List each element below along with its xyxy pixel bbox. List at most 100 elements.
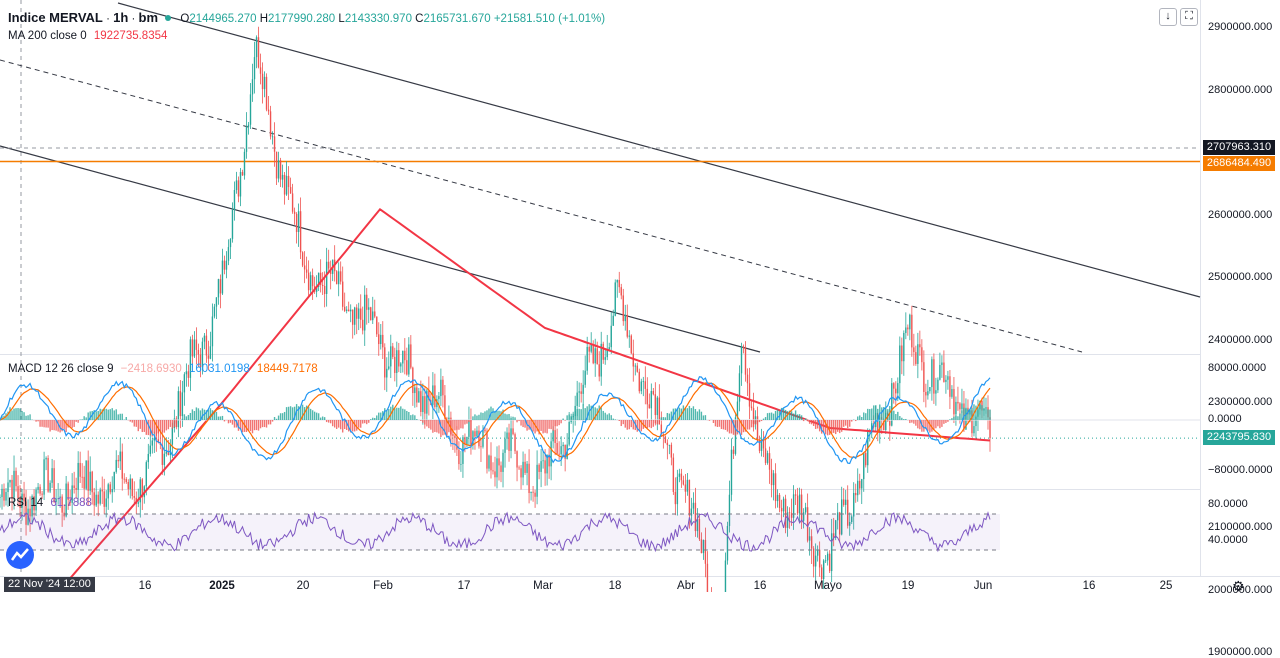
- macd-histogram-bar: [881, 407, 882, 420]
- candle-body: [743, 347, 744, 348]
- macd-histogram-bar: [472, 416, 473, 420]
- candle-body: [903, 333, 904, 361]
- macd-histogram-bar: [166, 420, 167, 430]
- macd-histogram-bar: [356, 420, 357, 431]
- macd-histogram-bar: [420, 420, 421, 421]
- macd-histogram-bar: [19, 408, 20, 420]
- candle-body: [522, 462, 523, 478]
- macd-histogram-bar: [811, 420, 812, 424]
- chart-canvas[interactable]: [0, 0, 1280, 592]
- macd-histogram-bar: [893, 411, 894, 420]
- candle-body: [645, 381, 646, 389]
- macd-histogram-bar: [17, 408, 18, 420]
- candle-body: [360, 309, 361, 320]
- candle-body: [550, 441, 551, 466]
- candle-body: [478, 431, 479, 447]
- ma-legend[interactable]: MA 200 close 0 1922735.8354: [8, 30, 167, 42]
- candle-body: [689, 480, 690, 516]
- rsi-legend[interactable]: RSI 14 61.7888: [8, 497, 92, 509]
- macd-histogram-bar: [282, 413, 283, 420]
- macd-histogram-bar: [869, 409, 870, 420]
- candle-body: [669, 445, 670, 446]
- candle-body: [913, 347, 914, 352]
- candle-body: [366, 295, 367, 310]
- symbol-legend[interactable]: Indice MERVAL · 1h · bm O2144965.270 H21…: [8, 10, 605, 25]
- macd-histogram-bar: [182, 419, 183, 420]
- candle-body: [895, 389, 896, 394]
- macd-histogram-bar: [584, 408, 585, 420]
- macd-histogram-bar: [406, 411, 407, 420]
- macd-histogram-bar: [528, 420, 529, 430]
- macd-histogram-bar: [737, 420, 738, 434]
- macd-legend[interactable]: MACD 12 26 close 9 −2418.6930 16031.0198…: [8, 363, 318, 375]
- candle-body: [106, 498, 107, 506]
- macd-histogram-bar: [164, 420, 165, 433]
- fullscreen-button[interactable]: ⛶: [1180, 8, 1198, 26]
- candle-body: [408, 344, 409, 374]
- candle-body: [739, 373, 740, 401]
- macd-histogram-bar: [552, 420, 553, 431]
- macd-histogram-bar: [520, 420, 521, 426]
- download-icon: ↓: [1165, 10, 1171, 22]
- candle-body: [647, 389, 648, 404]
- candle-body: [673, 458, 674, 492]
- macd-histogram-bar: [831, 420, 832, 433]
- time-axis-label: 19: [902, 580, 915, 592]
- candle-body: [250, 94, 251, 124]
- macd-histogram-bar: [977, 407, 978, 420]
- macd-histogram-bar: [340, 420, 341, 429]
- macd-histogram-bar: [85, 417, 86, 420]
- candle-body: [13, 471, 14, 498]
- macd-histogram-bar: [456, 420, 457, 430]
- candle-body: [631, 336, 632, 354]
- macd-histogram-bar: [803, 420, 804, 421]
- macd-histogram-bar: [865, 413, 866, 420]
- macd-histogram-bar: [566, 415, 567, 420]
- candle-body: [915, 352, 916, 364]
- candle-body: [114, 472, 115, 489]
- candle-body: [288, 176, 289, 187]
- candle-body: [769, 453, 770, 470]
- macd-histogram-bar: [979, 405, 980, 420]
- macd-histogram-bar: [705, 415, 706, 420]
- macd-histogram-bar: [809, 420, 810, 424]
- macd-histogram-bar: [607, 414, 608, 420]
- candle-body: [777, 495, 778, 501]
- ma-label: MA 200 close 0: [8, 30, 87, 42]
- macd-histogram-bar: [957, 416, 958, 420]
- candle-body: [653, 391, 654, 394]
- macd-histogram-bar: [454, 420, 455, 430]
- macd-histogram-bar: [727, 420, 728, 432]
- macd-histogram-bar: [376, 415, 377, 420]
- tradingview-logo[interactable]: [6, 541, 34, 569]
- macd-histogram-bar: [398, 408, 399, 420]
- macd-histogram-bar: [234, 420, 235, 428]
- macd-histogram-bar: [466, 420, 467, 424]
- candle-body: [985, 407, 986, 408]
- macd-histogram-bar: [955, 416, 956, 420]
- macd-histogram-bar: [875, 405, 876, 420]
- macd-histogram-bar: [424, 420, 425, 425]
- macd-histogram-bar: [328, 420, 329, 423]
- candle-body: [520, 468, 521, 477]
- price-axis-label: 2100000.000: [1208, 521, 1272, 533]
- settings-gear-icon[interactable]: ⚙: [1232, 578, 1245, 595]
- candle-body: [845, 500, 846, 505]
- candle-body: [43, 459, 44, 494]
- macd-histogram-bar: [987, 409, 988, 420]
- macd-histogram-bar: [462, 420, 463, 429]
- macd-histogram-bar: [901, 418, 902, 420]
- candle-body: [859, 481, 860, 489]
- candle-body: [681, 474, 682, 481]
- candle-body: [388, 366, 389, 368]
- candle-body: [216, 297, 217, 306]
- macd-histogram-bar: [136, 420, 137, 427]
- candle-body: [599, 364, 600, 376]
- macd-histogram-bar: [188, 415, 189, 420]
- candle-body: [609, 347, 610, 349]
- download-button[interactable]: ↓: [1159, 8, 1177, 26]
- candle-body: [39, 487, 40, 494]
- macd-histogram-bar: [39, 420, 40, 427]
- macd-histogram-bar: [935, 420, 936, 428]
- macd-axis-label: 0.0000: [1208, 413, 1242, 425]
